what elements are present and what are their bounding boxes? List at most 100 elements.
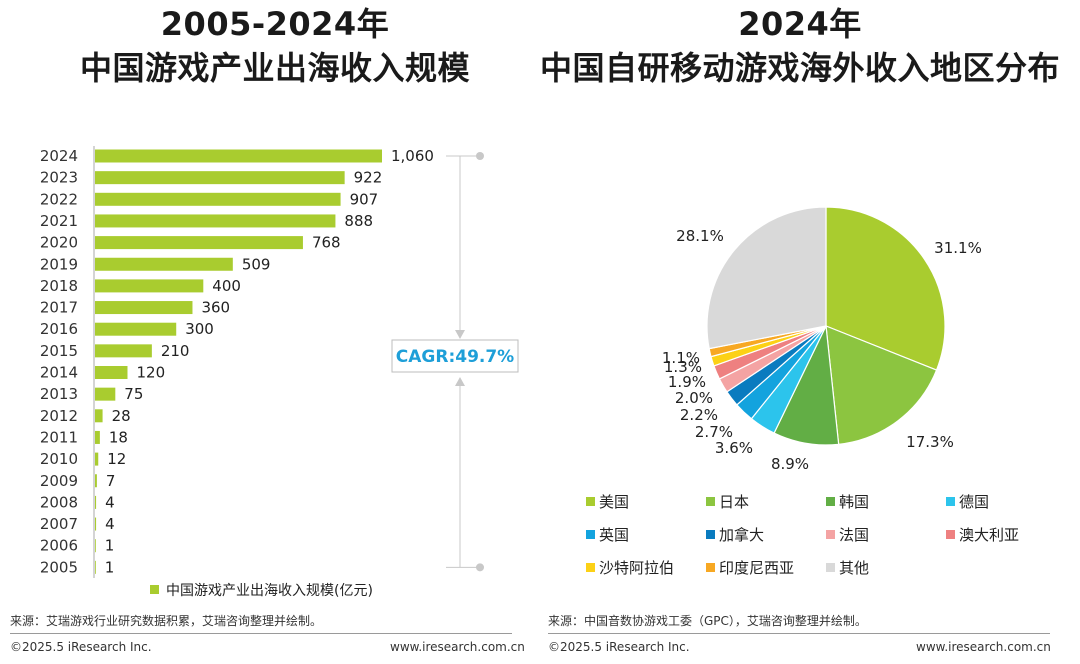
right-footer-divider — [548, 633, 1050, 634]
bar-value-label: 4 — [105, 493, 115, 511]
bar-value-label: 75 — [124, 385, 143, 403]
pie-value-label: 1.3% — [664, 358, 702, 376]
left-footer-divider — [10, 633, 512, 634]
year-tick-label: 2015 — [40, 342, 78, 360]
right-copyright: ©2025.5 iResearch Inc. — [548, 640, 690, 654]
pie-value-label: 2.0% — [675, 389, 713, 407]
cagr-arrow-down — [455, 330, 465, 339]
pie-legend-label: 英国 — [599, 526, 629, 544]
bar-value-label: 18 — [109, 428, 128, 446]
bar-2020 — [95, 236, 303, 250]
year-tick-label: 2017 — [40, 299, 78, 317]
pie-value-label: 28.1% — [676, 227, 724, 245]
bar-legend-label: 中国游戏产业出海收入规模(亿元) — [166, 583, 373, 599]
pie-legend-label: 日本 — [719, 493, 749, 511]
pie-value-label: 17.3% — [906, 433, 954, 451]
bar-2019 — [95, 257, 233, 271]
pie-value-label: 8.9% — [771, 455, 809, 473]
pie-slice-10 — [706, 206, 827, 350]
bar-value-label: 509 — [242, 255, 271, 273]
year-tick-label: 2023 — [40, 169, 78, 187]
year-tick-label: 2024 — [40, 147, 78, 165]
year-tick-label: 2018 — [40, 277, 78, 295]
year-tick-label: 2014 — [40, 364, 78, 382]
year-tick-label: 2016 — [40, 320, 78, 338]
left-title-line1: 2005-2024年 — [160, 5, 390, 43]
left-copyright: ©2025.5 iResearch Inc. — [10, 640, 152, 654]
bar-2022 — [95, 192, 341, 206]
pie-legend-swatch — [706, 497, 715, 506]
bar-value-label: 1 — [105, 537, 115, 555]
bar-value-label: 28 — [112, 407, 131, 425]
pie-value-label: 2.2% — [680, 406, 718, 424]
bar-2013 — [95, 387, 116, 401]
pie-value-label: 1.9% — [668, 373, 706, 391]
pie-slice-0 — [825, 206, 946, 371]
bar-2008 — [95, 495, 97, 509]
year-tick-label: 2009 — [40, 472, 78, 490]
pie-legend-swatch — [946, 497, 955, 506]
pie-legend-label: 德国 — [959, 493, 989, 511]
bar-2010 — [95, 452, 99, 466]
pie-slice-1 — [825, 325, 938, 445]
year-tick-label: 2022 — [40, 190, 78, 208]
year-tick-label: 2011 — [40, 428, 78, 446]
left-chart-title: 2005-2024年 中国游戏产业出海收入规模 — [40, 2, 510, 90]
right-title-line2: 中国自研移动游戏海外收入地区分布 — [539, 49, 1060, 87]
year-tick-label: 2010 — [40, 450, 78, 468]
pie-legend-label: 韩国 — [839, 493, 869, 511]
bar-2012 — [95, 409, 103, 423]
pie-value-label: 2.7% — [695, 423, 733, 441]
bar-2006 — [95, 539, 96, 553]
left-title-line2: 中国游戏产业出海收入规模 — [79, 49, 470, 87]
year-tick-label: 2013 — [40, 385, 78, 403]
right-source-note: 来源：中国音数协游戏工委（GPC），艾瑞咨询整理并绘制。 — [548, 614, 867, 628]
bar-value-label: 768 — [312, 234, 341, 252]
right-chart-title: 2024年 中国自研移动游戏海外收入地区分布 — [530, 2, 1070, 90]
bar-2011 — [95, 430, 100, 444]
cagr-arrow-up — [455, 377, 465, 386]
pie-legend-swatch — [586, 497, 595, 506]
bar-value-label: 360 — [201, 299, 230, 317]
bar-value-label: 922 — [354, 169, 383, 187]
pie-legend-label: 加拿大 — [719, 526, 764, 544]
pie-legend-swatch — [586, 563, 595, 572]
pie-legend-swatch — [946, 530, 955, 539]
bar-2015 — [95, 344, 152, 358]
left-source-note: 来源：艾瑞游戏行业研究数据积累，艾瑞咨询整理并绘制。 — [10, 614, 323, 628]
year-tick-label: 2019 — [40, 255, 78, 273]
bar-value-label: 1,060 — [391, 147, 434, 165]
left-website-link[interactable]: www.iresearch.com.cn — [390, 640, 525, 654]
year-tick-label: 2008 — [40, 493, 78, 511]
bar-2024 — [95, 149, 382, 163]
cagr-guide-top-dot — [476, 152, 484, 160]
bar-value-label: 4 — [105, 515, 115, 533]
pie-legend-label: 美国 — [599, 493, 629, 511]
bar-value-label: 1 — [105, 558, 115, 576]
pie-legend-swatch — [706, 530, 715, 539]
pie-legend-swatch — [586, 530, 595, 539]
bar-value-label: 888 — [344, 212, 373, 230]
right-title-line1: 2024年 — [738, 5, 862, 43]
bar-value-label: 210 — [161, 342, 190, 360]
right-website-link[interactable]: www.iresearch.com.cn — [916, 640, 1051, 654]
bar-2018 — [95, 279, 204, 293]
bar-value-label: 120 — [136, 364, 165, 382]
pie-legend-label: 印度尼西亚 — [719, 559, 794, 577]
bar-value-label: 907 — [350, 190, 379, 208]
pie-legend-label: 沙特阿拉伯 — [599, 559, 674, 577]
bar-2014 — [95, 366, 128, 379]
bar-2005 — [95, 560, 96, 574]
year-tick-label: 2006 — [40, 537, 78, 555]
pie-legend-swatch — [826, 497, 835, 506]
pie-legend-swatch — [826, 563, 835, 572]
bar-value-label: 400 — [212, 277, 241, 295]
pie-value-label: 3.6% — [715, 439, 753, 457]
year-tick-label: 2005 — [40, 558, 78, 576]
bar-2007 — [95, 517, 97, 531]
bar-value-label: 12 — [107, 450, 126, 468]
bar-2021 — [95, 214, 336, 228]
bar-2016 — [95, 322, 177, 336]
pie-legend-label: 法国 — [839, 526, 869, 544]
